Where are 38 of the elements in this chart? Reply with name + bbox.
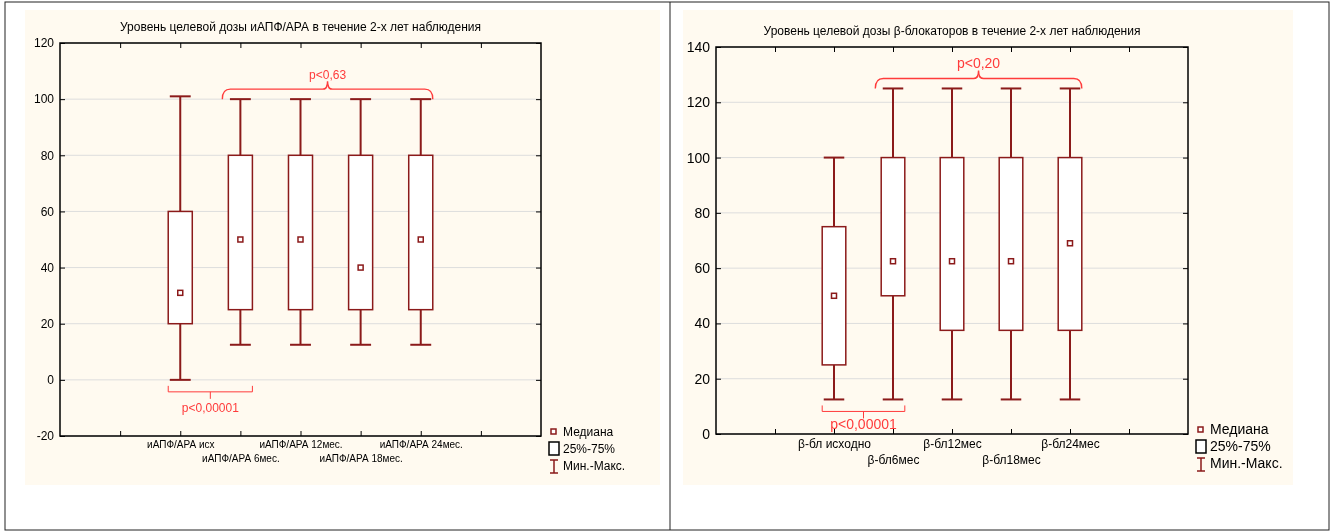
x-tick-label: β-бл24мес [1041,436,1100,451]
x-tick-label: β-бл6мес [867,453,920,467]
y-tick-label: 80 [40,148,55,163]
y-tick-label: 140 [686,38,711,55]
y-tick-label: 60 [40,204,55,219]
chart-title: Уровень целевой дозы иАПФ/АРА в течение 2-х лет наблюдения [120,20,481,34]
x-tick-label: иАПФ/АРА исх [147,439,215,450]
annotation: p<0,00001 [830,416,897,432]
y-tick-label: 100 [686,149,711,166]
y-tick-label: 100 [33,92,55,107]
x-tick-label: β-бл18мес [982,453,1041,467]
chart-title: Уровень целевой дозы β-блокаторов в течение 2-х лет наблюдения [763,24,1141,38]
y-tick-label: 40 [40,260,55,275]
x-tick-label: иАПФ/АРА 18мес. [319,452,403,464]
annotation: p<0,20 [956,55,1001,72]
text: Мин.-Макс. [563,459,626,473]
x-tick-label: иАПФ/АРА 12мес. [259,439,343,450]
y-tick-label: 120 [33,36,55,51]
y-tick-label: 80 [694,204,711,221]
text: 25%-75% [1210,438,1271,454]
annotation: p<0,00001 [181,400,240,415]
text: 25%-75% [563,442,616,456]
x-tick-label: иАПФ/АРА 6мес. [202,452,280,464]
x-tick-label: иАПФ/АРА 24мес. [379,439,463,450]
text: Медиана [563,425,614,439]
y-tick-label: 0 [702,425,711,442]
text: Медиана [1210,421,1269,437]
y-tick-label: 120 [686,94,711,111]
annotation: p<0,63 [309,68,347,83]
y-tick-label: 20 [40,317,55,332]
x-tick-label: β-бл12мес [923,436,982,451]
y-tick-label: 60 [694,260,711,277]
x-tick-label: β-бл исходно [798,436,872,451]
y-tick-label: 20 [694,370,711,387]
y-tick-label: 40 [694,315,711,332]
y-tick-label: 0 [47,373,55,388]
y-tick-label: -20 [36,429,55,444]
text: Мин.-Макс. [1210,455,1283,471]
